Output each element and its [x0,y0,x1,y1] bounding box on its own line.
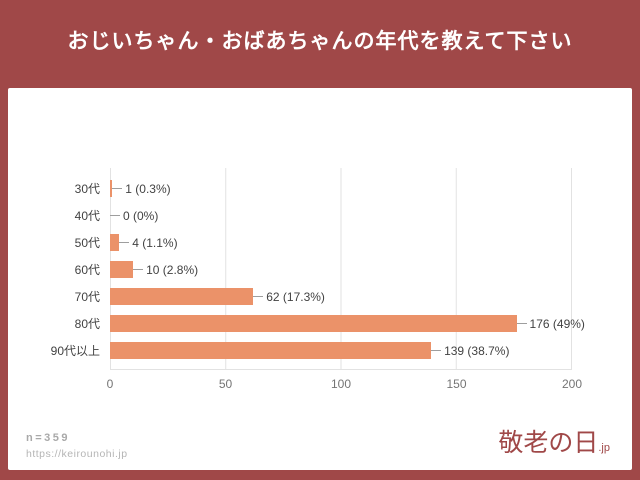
sample-size: n=359 [26,432,70,444]
chart-row: 40代 0 (0%) [75,202,572,229]
bar-value-label: 139 (38.7%) [444,343,510,358]
bar-value-label: 176 (49%) [529,316,585,331]
x-tick-label: 150 [446,377,467,391]
logo-text: 敬老の日 [498,429,599,457]
x-tick-label: 200 [561,377,583,391]
leader-line [253,296,264,297]
bar-value-label: 1 (0.3%) [125,181,171,196]
x-tick-label: 50 [218,377,233,391]
bar-chart: 30代 1 (0.3%) 40代 0 (0%) 50代 4 (1.1%) 60代 10 (2.… [51,168,585,394]
bar [110,234,120,251]
chart-panel: 30代 1 (0.3%) 40代 0 (0%) 50代 4 (1.1%) 60代 10 (2.… [8,88,632,470]
bar [110,261,134,278]
leader-line [431,350,442,351]
chart-row: 70代 62 (17.3%) [75,283,572,310]
logo-suffix: .jp [598,442,610,454]
plot-area: 30代 1 (0.3%) 40代 0 (0%) 50代 4 (1.1%) 60代 10 (2.… [51,168,585,370]
x-axis: 0 50 100 150 200 [106,372,582,394]
bar-value-label: 0 (0%) [123,208,159,223]
leader-line [133,269,144,270]
category-label: 90代以上 [50,344,100,358]
bar-value-label: 4 (1.1%) [132,235,178,250]
bar [110,315,517,332]
chart-row: 30代 1 (0.3%) [75,175,572,202]
chart-row: 90代以上 139 (38.7%) [51,337,572,364]
source-url: https://keirounohi.jp [26,448,128,460]
bar [110,342,432,359]
category-label: 60代 [74,263,100,277]
chart-row: 60代 10 (2.8%) [75,256,572,283]
chart-row: 50代 4 (1.1%) [75,229,572,256]
category-label: 50代 [74,236,100,250]
page-title: おじいちゃん・おばあちゃんの年代を教えて下さい [67,30,573,53]
x-tick-label: 100 [330,377,352,391]
leader-line [119,242,130,243]
category-label: 40代 [74,209,100,223]
chart-row: 80代 176 (49%) [75,310,585,337]
bar [110,180,113,197]
category-label: 30代 [74,182,100,196]
category-label: 80代 [74,317,100,331]
bar [110,288,254,305]
x-tick-label: 0 [106,377,114,391]
footer: n=359 https://keirounohi.jp [26,432,128,460]
leader-line [516,323,527,324]
leader-line [112,188,123,189]
keirounohi-logo: 敬老の日.jp [498,431,610,456]
category-label: 70代 [74,290,100,304]
bar-value-label: 10 (2.8%) [146,262,199,277]
chart-rows: 30代 1 (0.3%) 40代 0 (0%) 50代 4 (1.1%) 60代 10 (2.… [51,168,585,369]
leader-line [110,215,120,216]
bar-value-label: 62 (17.3%) [266,289,325,304]
gridlines [110,168,572,369]
